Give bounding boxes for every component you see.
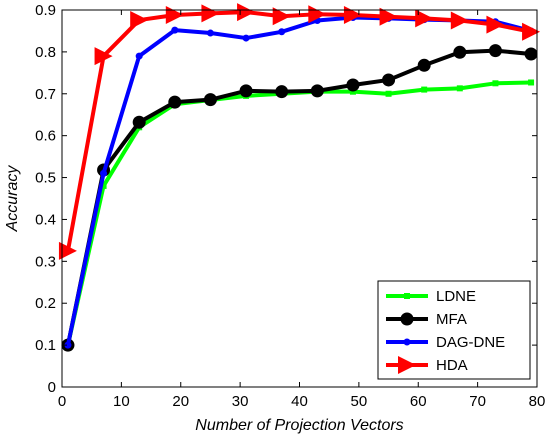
y-tick-label: 0.2 bbox=[35, 295, 56, 312]
series-mfa-point bbox=[488, 44, 502, 58]
x-tick-label: 70 bbox=[469, 393, 486, 410]
series-hda-point bbox=[130, 11, 149, 30]
x-tick-label: 30 bbox=[232, 393, 249, 410]
legend-dag-dne-label: DAG-DNE bbox=[436, 334, 505, 351]
legend-dag-dne-swatch-point bbox=[403, 338, 411, 346]
legend-hda-label: HDA bbox=[436, 357, 468, 374]
x-tick-label: 80 bbox=[529, 393, 546, 410]
y-tick-label: 0.5 bbox=[35, 170, 56, 187]
series-hda-point bbox=[201, 4, 220, 23]
series-mfa bbox=[61, 44, 538, 352]
series-hda-point bbox=[58, 241, 77, 260]
y-tick-label: 0.6 bbox=[35, 128, 56, 145]
series-mfa-point bbox=[168, 95, 182, 109]
x-tick-label: 20 bbox=[172, 393, 189, 410]
legend: LDNE MFA DAG-DNE HDA bbox=[377, 280, 531, 380]
series-ldne-point bbox=[456, 85, 463, 92]
series-hda-point bbox=[343, 6, 362, 25]
series-ldne-point bbox=[528, 79, 535, 86]
y-axis-label: Accuracy bbox=[4, 165, 21, 233]
x-tick-label: 0 bbox=[58, 393, 66, 410]
series-dag-dne-point bbox=[171, 26, 179, 34]
legend-mfa-label: MFA bbox=[436, 311, 467, 328]
series-dag-dne-point bbox=[206, 29, 214, 37]
series-hda-point bbox=[94, 47, 113, 66]
y-tick-label: 0 bbox=[48, 379, 56, 396]
x-tick-label: 50 bbox=[351, 393, 368, 410]
legend-ldne-swatch-point bbox=[404, 293, 410, 299]
series-ldne-point bbox=[421, 86, 428, 93]
series-hda-point bbox=[415, 9, 434, 28]
y-tick-label: 0.4 bbox=[35, 211, 56, 228]
axes-layer: 0 10 20 30 40 50 60 70 80 0 0.1 0.2 0.3 0.4 0.5 0.6 0.7 0… bbox=[35, 2, 545, 410]
x-tick-label: 10 bbox=[113, 393, 130, 410]
series-dag-dne-point bbox=[64, 341, 72, 349]
series-hda-point bbox=[165, 6, 184, 25]
series-mfa-point bbox=[310, 84, 324, 98]
series-ldne-point bbox=[492, 80, 499, 87]
y-tick-label: 0.9 bbox=[35, 2, 56, 19]
series-mfa-point bbox=[203, 93, 217, 107]
y-tick-label: 0.7 bbox=[35, 86, 56, 103]
series-dag-dne-point bbox=[278, 28, 286, 36]
series-hda-point bbox=[486, 15, 505, 34]
series-hda bbox=[58, 3, 541, 260]
series-mfa-point bbox=[382, 73, 396, 87]
series-mfa-point bbox=[417, 58, 431, 72]
x-axis-label: Number of Projection Vectors bbox=[195, 417, 403, 434]
series-dag-dne-point bbox=[100, 169, 108, 177]
y-tick-label: 0.8 bbox=[35, 44, 56, 61]
series-hda-point bbox=[379, 7, 398, 26]
series-mfa-point bbox=[453, 45, 467, 59]
series-mfa-point bbox=[132, 115, 146, 129]
series-mfa-point bbox=[524, 47, 538, 61]
series-ldne-point bbox=[385, 90, 392, 97]
x-tick-label: 60 bbox=[410, 393, 427, 410]
series-mfa-point bbox=[346, 78, 360, 92]
x-tick-label: 40 bbox=[291, 393, 308, 410]
legend-mfa-swatch-point bbox=[400, 312, 414, 326]
series-layer bbox=[58, 3, 541, 352]
series-hda-point bbox=[237, 3, 256, 22]
series-mfa-point bbox=[275, 85, 289, 99]
series-dag-dne-point bbox=[242, 34, 250, 42]
series-hda-point bbox=[272, 7, 291, 26]
y-tick-label: 0.3 bbox=[35, 253, 56, 270]
y-tick-label: 0.1 bbox=[35, 337, 56, 354]
legend-ldne-label: LDNE bbox=[436, 288, 476, 305]
series-hda-point bbox=[522, 22, 541, 41]
series-mfa-point bbox=[239, 84, 253, 98]
series-dag-dne-point bbox=[135, 52, 143, 60]
series-ldne-point bbox=[100, 182, 107, 189]
series-ldne-point bbox=[349, 88, 356, 95]
legend-hda-swatch-point bbox=[398, 356, 416, 374]
series-hda-point bbox=[450, 11, 469, 30]
